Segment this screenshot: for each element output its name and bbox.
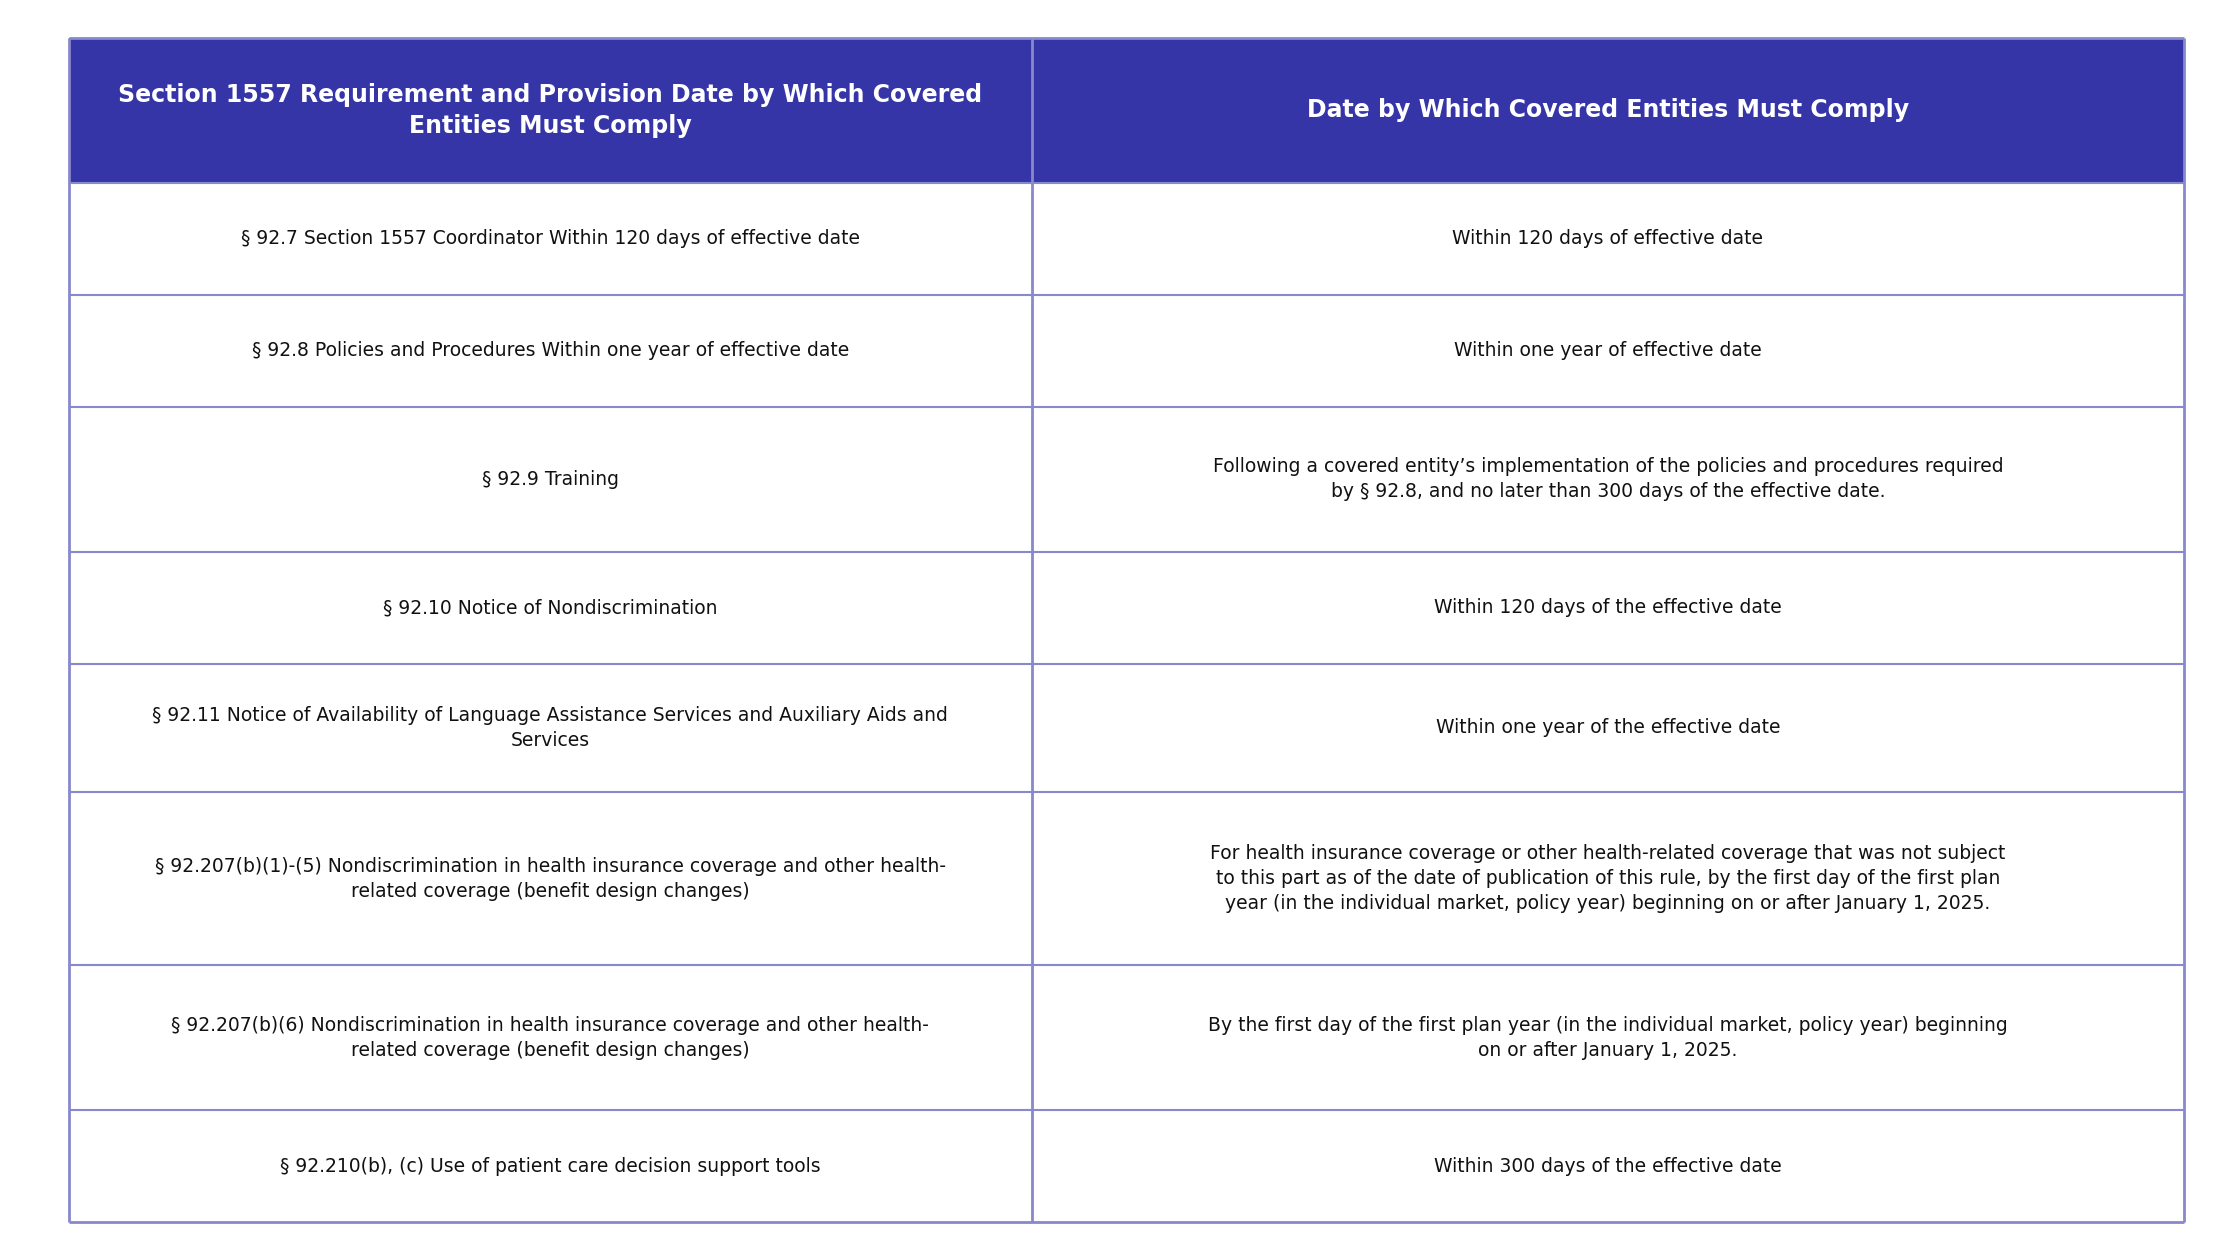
Text: Within one year of the effective date: Within one year of the effective date xyxy=(1436,718,1781,737)
Text: § 92.9 Training: § 92.9 Training xyxy=(482,470,618,489)
Text: Date by Which Covered Entities Must Comply: Date by Which Covered Entities Must Comp… xyxy=(1306,98,1908,122)
Text: For health insurance coverage or other health-related coverage that was not subj: For health insurance coverage or other h… xyxy=(1210,844,2005,914)
Bar xyxy=(69,664,1033,793)
Text: § 92.10 Notice of Nondiscrimination: § 92.10 Notice of Nondiscrimination xyxy=(383,598,717,617)
Bar xyxy=(1033,407,2184,552)
Bar xyxy=(1033,1110,2184,1222)
Text: § 92.207(b)(1)-(5) Nondiscrimination in health insurance coverage and other heal: § 92.207(b)(1)-(5) Nondiscrimination in … xyxy=(155,857,945,901)
Bar xyxy=(69,38,1033,183)
Text: § 92.7 Section 1557 Coordinator Within 120 days of effective date: § 92.7 Section 1557 Coordinator Within 1… xyxy=(242,229,860,248)
Bar xyxy=(1033,664,2184,793)
Text: Following a covered entity’s implementation of the policies and procedures requi: Following a covered entity’s implementat… xyxy=(1212,457,2003,501)
Bar xyxy=(1033,38,2184,183)
Bar xyxy=(69,183,1033,295)
Bar xyxy=(1033,183,2184,295)
Bar xyxy=(1033,295,2184,407)
Bar xyxy=(1033,552,2184,664)
Text: By the first day of the first plan year (in the individual market, policy year) : By the first day of the first plan year … xyxy=(1207,1016,2007,1060)
Bar xyxy=(69,552,1033,664)
Bar xyxy=(69,793,1033,965)
Bar xyxy=(1033,793,2184,965)
Bar xyxy=(69,407,1033,552)
Text: § 92.210(b), (c) Use of patient care decision support tools: § 92.210(b), (c) Use of patient care dec… xyxy=(280,1157,820,1176)
Bar xyxy=(69,1110,1033,1222)
Text: Within one year of effective date: Within one year of effective date xyxy=(1454,341,1763,360)
Text: § 92.8 Policies and Procedures Within one year of effective date: § 92.8 Policies and Procedures Within on… xyxy=(251,341,849,360)
Bar xyxy=(1033,965,2184,1110)
Bar xyxy=(69,965,1033,1110)
Text: § 92.207(b)(6) Nondiscrimination in health insurance coverage and other health-
: § 92.207(b)(6) Nondiscrimination in heal… xyxy=(172,1016,930,1060)
Text: § 92.11 Notice of Availability of Language Assistance Services and Auxiliary Aid: § 92.11 Notice of Availability of Langua… xyxy=(152,706,948,750)
Text: Section 1557 Requirement and Provision Date by Which Covered
Entities Must Compl: Section 1557 Requirement and Provision D… xyxy=(119,83,983,139)
Bar xyxy=(69,295,1033,407)
Text: Within 120 days of the effective date: Within 120 days of the effective date xyxy=(1434,598,1781,617)
Text: Within 300 days of the effective date: Within 300 days of the effective date xyxy=(1434,1157,1781,1176)
Text: Within 120 days of effective date: Within 120 days of effective date xyxy=(1452,229,1763,248)
